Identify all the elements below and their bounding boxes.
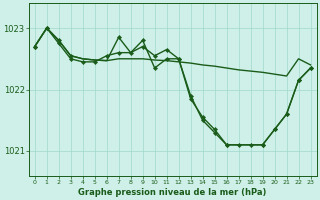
- X-axis label: Graphe pression niveau de la mer (hPa): Graphe pression niveau de la mer (hPa): [78, 188, 267, 197]
